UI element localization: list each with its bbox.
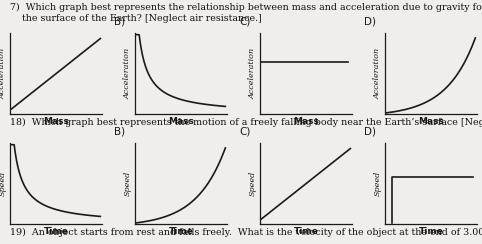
Text: D): D) <box>364 126 376 136</box>
Text: 7)  Which graph best represents the relationship between mass and acceleration d: 7) Which graph best represents the relat… <box>10 2 482 23</box>
Text: D): D) <box>364 17 376 27</box>
Text: C): C) <box>239 126 251 136</box>
X-axis label: Time: Time <box>418 227 443 236</box>
Text: C): C) <box>239 17 251 27</box>
X-axis label: Time: Time <box>294 227 318 236</box>
Y-axis label: Speed: Speed <box>249 171 257 196</box>
X-axis label: Mass: Mass <box>293 117 319 126</box>
Y-axis label: Acceleration: Acceleration <box>374 48 382 99</box>
Y-axis label: Acceleration: Acceleration <box>0 48 7 99</box>
X-axis label: Time: Time <box>43 227 68 236</box>
X-axis label: Mass: Mass <box>43 117 69 126</box>
Text: B): B) <box>114 17 125 27</box>
X-axis label: Time: Time <box>169 227 193 236</box>
Y-axis label: Speed: Speed <box>0 171 7 196</box>
Y-axis label: Acceleration: Acceleration <box>124 48 132 99</box>
Y-axis label: Speed: Speed <box>124 171 132 196</box>
Text: B): B) <box>114 126 125 136</box>
Y-axis label: Speed: Speed <box>374 171 382 196</box>
Text: 19)  An object starts from rest and falls freely.  What is the velocity of the o: 19) An object starts from rest and falls… <box>10 228 482 237</box>
Text: 18)  Which graph best represents the motion of a freely falling body near the Ea: 18) Which graph best represents the moti… <box>10 118 482 127</box>
X-axis label: Mass: Mass <box>168 117 194 126</box>
X-axis label: Mass: Mass <box>418 117 444 126</box>
Y-axis label: Acceleration: Acceleration <box>249 48 257 99</box>
